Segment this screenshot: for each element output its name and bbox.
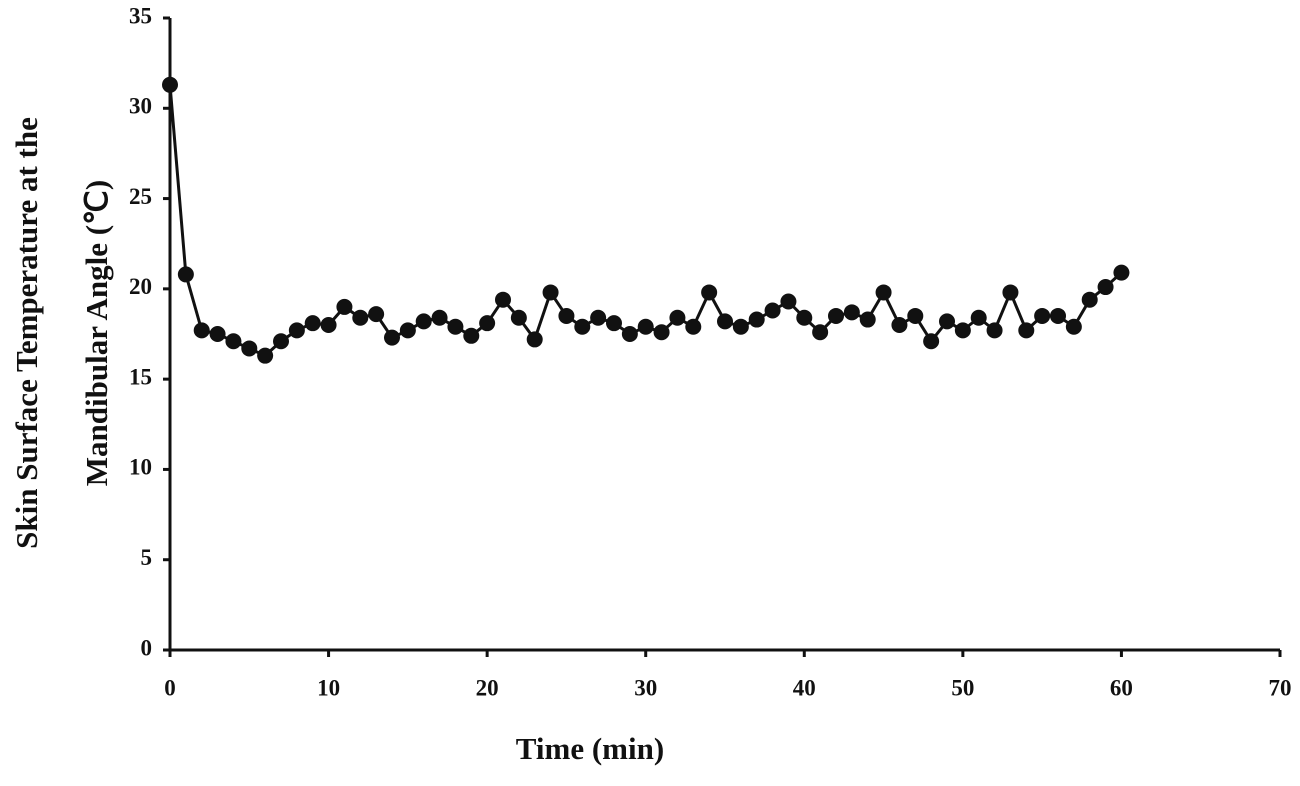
data-point — [796, 309, 813, 326]
data-point — [970, 309, 987, 326]
data-point — [669, 309, 686, 326]
data-point — [875, 284, 892, 301]
data-point — [954, 322, 971, 339]
y-tick-label: 35 — [129, 3, 152, 28]
data-point — [558, 307, 575, 324]
data-point — [637, 318, 654, 335]
x-tick-label: 30 — [634, 675, 657, 700]
x-tick-label: 20 — [476, 675, 499, 700]
x-tick-label: 60 — [1110, 675, 1133, 700]
data-point — [1113, 264, 1130, 281]
data-point — [399, 322, 416, 339]
data-point — [384, 329, 400, 346]
data-point — [177, 266, 194, 283]
data-point — [1081, 291, 1098, 308]
data-point — [209, 326, 226, 342]
data-point — [1065, 318, 1082, 335]
y-tick-label: 15 — [129, 364, 152, 389]
y-tick-label: 10 — [129, 455, 152, 480]
data-point — [336, 298, 353, 315]
y-axis-title: Mandibular Angle (℃) — [79, 180, 114, 486]
data-point — [621, 326, 638, 342]
x-axis-title: Time (min) — [516, 731, 664, 766]
data-point — [828, 307, 844, 324]
data-point — [463, 327, 480, 344]
y-tick-label: 5 — [141, 545, 153, 570]
data-point — [225, 333, 242, 350]
data-point — [273, 333, 289, 350]
data-point — [812, 324, 829, 341]
y-tick-label: 30 — [129, 94, 152, 119]
data-point — [542, 284, 559, 301]
data-point — [1034, 307, 1051, 324]
data-point — [1097, 279, 1114, 296]
data-point — [495, 291, 511, 308]
data-point — [447, 318, 464, 335]
data-point — [320, 316, 337, 333]
data-point — [701, 284, 718, 301]
data-point — [843, 304, 860, 321]
data-point — [685, 318, 702, 335]
x-tick-label: 50 — [951, 675, 974, 700]
data-point — [606, 315, 622, 332]
data-point — [653, 324, 670, 341]
data-point — [732, 318, 749, 335]
data-point — [162, 76, 178, 93]
data-point — [288, 322, 305, 339]
data-point — [717, 313, 733, 330]
y-tick-label: 20 — [129, 274, 152, 299]
data-point — [431, 309, 448, 326]
data-point — [368, 306, 385, 323]
data-point — [780, 293, 797, 310]
data-point — [574, 318, 591, 335]
x-tick-label: 40 — [793, 675, 816, 700]
data-point — [764, 302, 781, 319]
data-point — [748, 311, 765, 328]
data-point — [1002, 284, 1019, 301]
data-point — [891, 316, 908, 333]
x-tick-label: 0 — [164, 675, 176, 700]
data-point — [526, 331, 543, 348]
data-point — [907, 307, 924, 324]
y-tick-label: 0 — [141, 635, 153, 660]
data-point — [479, 315, 496, 332]
data-point — [939, 313, 955, 330]
data-point — [590, 309, 607, 326]
x-tick-label: 10 — [317, 675, 340, 700]
data-point — [859, 311, 876, 328]
data-point — [1050, 307, 1066, 324]
data-point — [304, 315, 321, 332]
data-point — [241, 340, 258, 357]
data-point — [986, 322, 1003, 339]
y-axis-title: Skin Surface Temperature at the — [9, 117, 44, 549]
data-point — [415, 313, 432, 330]
data-point — [1018, 322, 1035, 339]
data-point — [923, 333, 940, 350]
y-tick-label: 25 — [129, 184, 152, 209]
data-point — [510, 309, 527, 326]
data-point — [257, 347, 274, 364]
x-tick-label: 70 — [1269, 675, 1292, 700]
data-point — [352, 309, 369, 326]
data-point — [193, 322, 210, 339]
